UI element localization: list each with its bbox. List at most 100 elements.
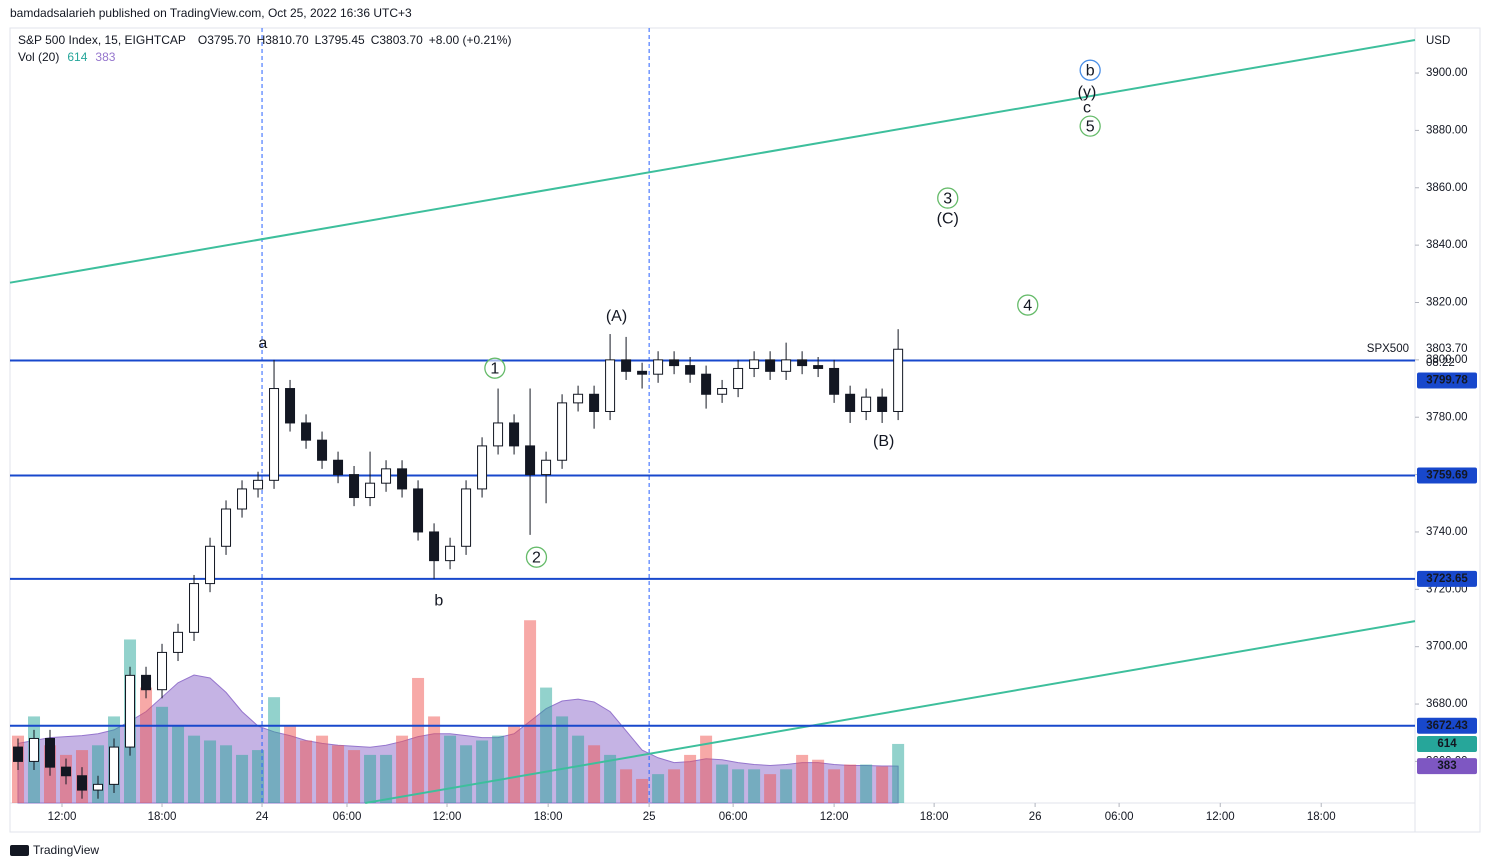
annotation: 2 (532, 549, 541, 566)
volume-bar (668, 769, 681, 803)
x-tick-label: 06:00 (719, 811, 748, 823)
annotation: (A) (606, 308, 627, 325)
candle-body (749, 359, 760, 369)
footer: TradingView (33, 843, 99, 857)
volume-bar (876, 766, 889, 803)
ticker: SPX500 (1367, 343, 1409, 355)
candle-body (93, 783, 104, 791)
candle-body (525, 445, 536, 476)
countdown: 08:22 (1426, 357, 1455, 369)
candle-body (573, 393, 584, 404)
volume-bar (300, 740, 313, 803)
volume-bar (764, 774, 777, 803)
ohlc-value: +8.00 (+0.21%) (429, 33, 512, 47)
candle-body (637, 370, 648, 375)
currency: USD (1426, 35, 1450, 47)
y-tick-label: 3860.00 (1426, 182, 1468, 194)
y-tick-label: 3900.00 (1426, 67, 1468, 79)
candle-body (349, 474, 360, 499)
annotation-circle (525, 546, 548, 568)
volume-bar (508, 726, 521, 803)
y-tick-label: 3840.00 (1426, 239, 1468, 251)
publisher: bamdadsalarieh published on TradingView.… (10, 6, 412, 20)
volume-bar (796, 754, 809, 803)
candle-body (461, 488, 472, 547)
candle-body (173, 631, 184, 653)
volume-bar (380, 754, 393, 803)
x-tick-label: 12:00 (1206, 811, 1235, 823)
candle-body (605, 359, 616, 412)
level-tag-bg (1417, 717, 1477, 734)
volume-bar (892, 743, 905, 803)
candle-body (125, 674, 136, 748)
candle-body (77, 775, 88, 791)
candle-body (221, 508, 232, 547)
volume-bar (844, 764, 857, 803)
candle-body (717, 388, 728, 395)
level-tag-bg (1417, 570, 1477, 587)
annotation: c (1083, 99, 1091, 116)
annotation: a (258, 335, 267, 352)
volume-bar (860, 764, 873, 803)
volume-bar (364, 754, 377, 803)
volume-bar (540, 687, 553, 803)
x-tick-label: 18:00 (534, 811, 563, 823)
frame (9, 27, 1481, 833)
candle-body (813, 365, 824, 369)
candle-body (13, 746, 24, 762)
candle-body (669, 359, 680, 367)
candle-body (493, 422, 504, 447)
volume-bar (332, 745, 345, 803)
volume-bar (268, 697, 281, 803)
y-tick-label: 3880.00 (1426, 124, 1468, 136)
volume-bar (348, 750, 361, 803)
candle-body (477, 445, 488, 490)
volume-bar (556, 716, 569, 803)
volume-bar (460, 745, 473, 803)
candle-body (557, 402, 568, 461)
candle-body (621, 359, 632, 372)
candle-body (797, 359, 808, 367)
annotation: b (434, 592, 443, 609)
volume-bar (396, 735, 409, 803)
candle-body (653, 359, 664, 375)
candle-body (429, 531, 440, 562)
volume-bar (780, 769, 793, 803)
annotation: 1 (490, 360, 499, 377)
volume-bar (444, 735, 457, 803)
candle-body (845, 393, 856, 412)
volume-ma-tag-bg (1417, 758, 1477, 775)
volume-bar (412, 677, 425, 803)
x-tick-label: 24 (256, 811, 269, 823)
candle-body (893, 348, 904, 412)
candle-body (397, 468, 408, 490)
volume-bar (732, 769, 745, 803)
candle-body (333, 459, 344, 476)
x-tick-label: 18:00 (1307, 811, 1336, 823)
volume-bar (588, 745, 601, 803)
volume-bar (284, 726, 297, 803)
candle-body (861, 396, 872, 412)
level-tag: 3799.78 (1426, 375, 1468, 387)
volume-ma: 383 (95, 50, 115, 64)
volume-bar (700, 735, 713, 803)
volume-bar (492, 735, 505, 803)
x-tick-label: 06:00 (333, 811, 362, 823)
candle-body (541, 459, 552, 476)
volume-bar (572, 735, 585, 803)
level-tag: 3759.69 (1426, 470, 1468, 482)
candle-body (237, 488, 248, 510)
volume-bar (220, 745, 233, 803)
annotation: 5 (1086, 118, 1095, 135)
candle-body (829, 367, 840, 395)
candle-body (317, 439, 328, 461)
volume-bar (684, 754, 697, 803)
x-tick-label: 18:00 (148, 811, 177, 823)
volume-bar (812, 759, 825, 803)
x-tick-label: 06:00 (1105, 811, 1134, 823)
trendline (9, 39, 1416, 284)
volume-bar (188, 735, 201, 803)
candle-body (157, 651, 168, 691)
